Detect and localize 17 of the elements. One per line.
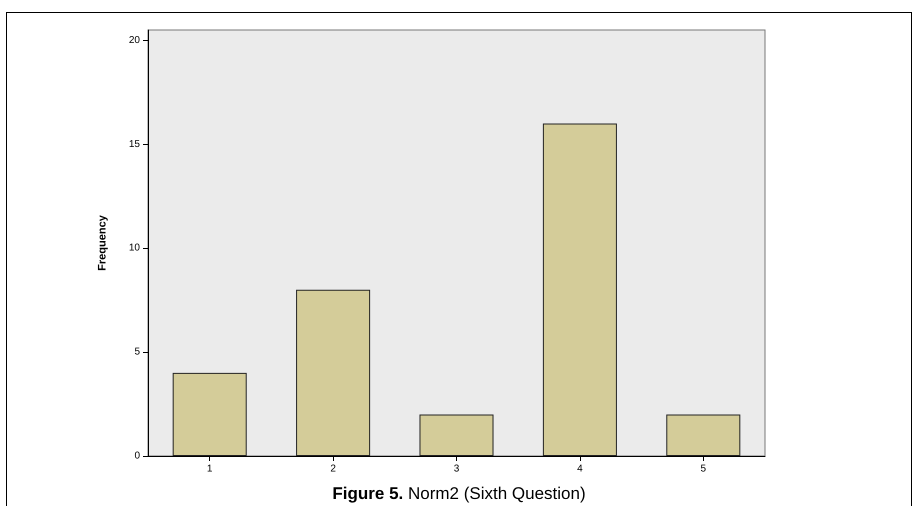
- y-tick-label: 15: [128, 138, 140, 150]
- x-tick-label: 4: [577, 464, 584, 474]
- x-tick-label: 3: [454, 464, 460, 474]
- y-tick-label: 10: [128, 242, 140, 254]
- y-axis-title: Frequency: [96, 214, 108, 271]
- x-tick-label: 5: [700, 464, 707, 474]
- bar: [542, 124, 617, 456]
- bar: [296, 290, 370, 456]
- y-tick-label: 0: [134, 450, 140, 462]
- bar: [666, 414, 740, 456]
- x-tick-label: 1: [206, 464, 213, 474]
- y-tick-label: 5: [134, 346, 140, 358]
- x-tick-label: 2: [330, 464, 336, 474]
- bar: [419, 414, 494, 456]
- bar: [172, 372, 247, 456]
- y-tick-label: 20: [128, 34, 140, 46]
- text: Figure 5. Norm2 (Sixth Question): [332, 484, 586, 503]
